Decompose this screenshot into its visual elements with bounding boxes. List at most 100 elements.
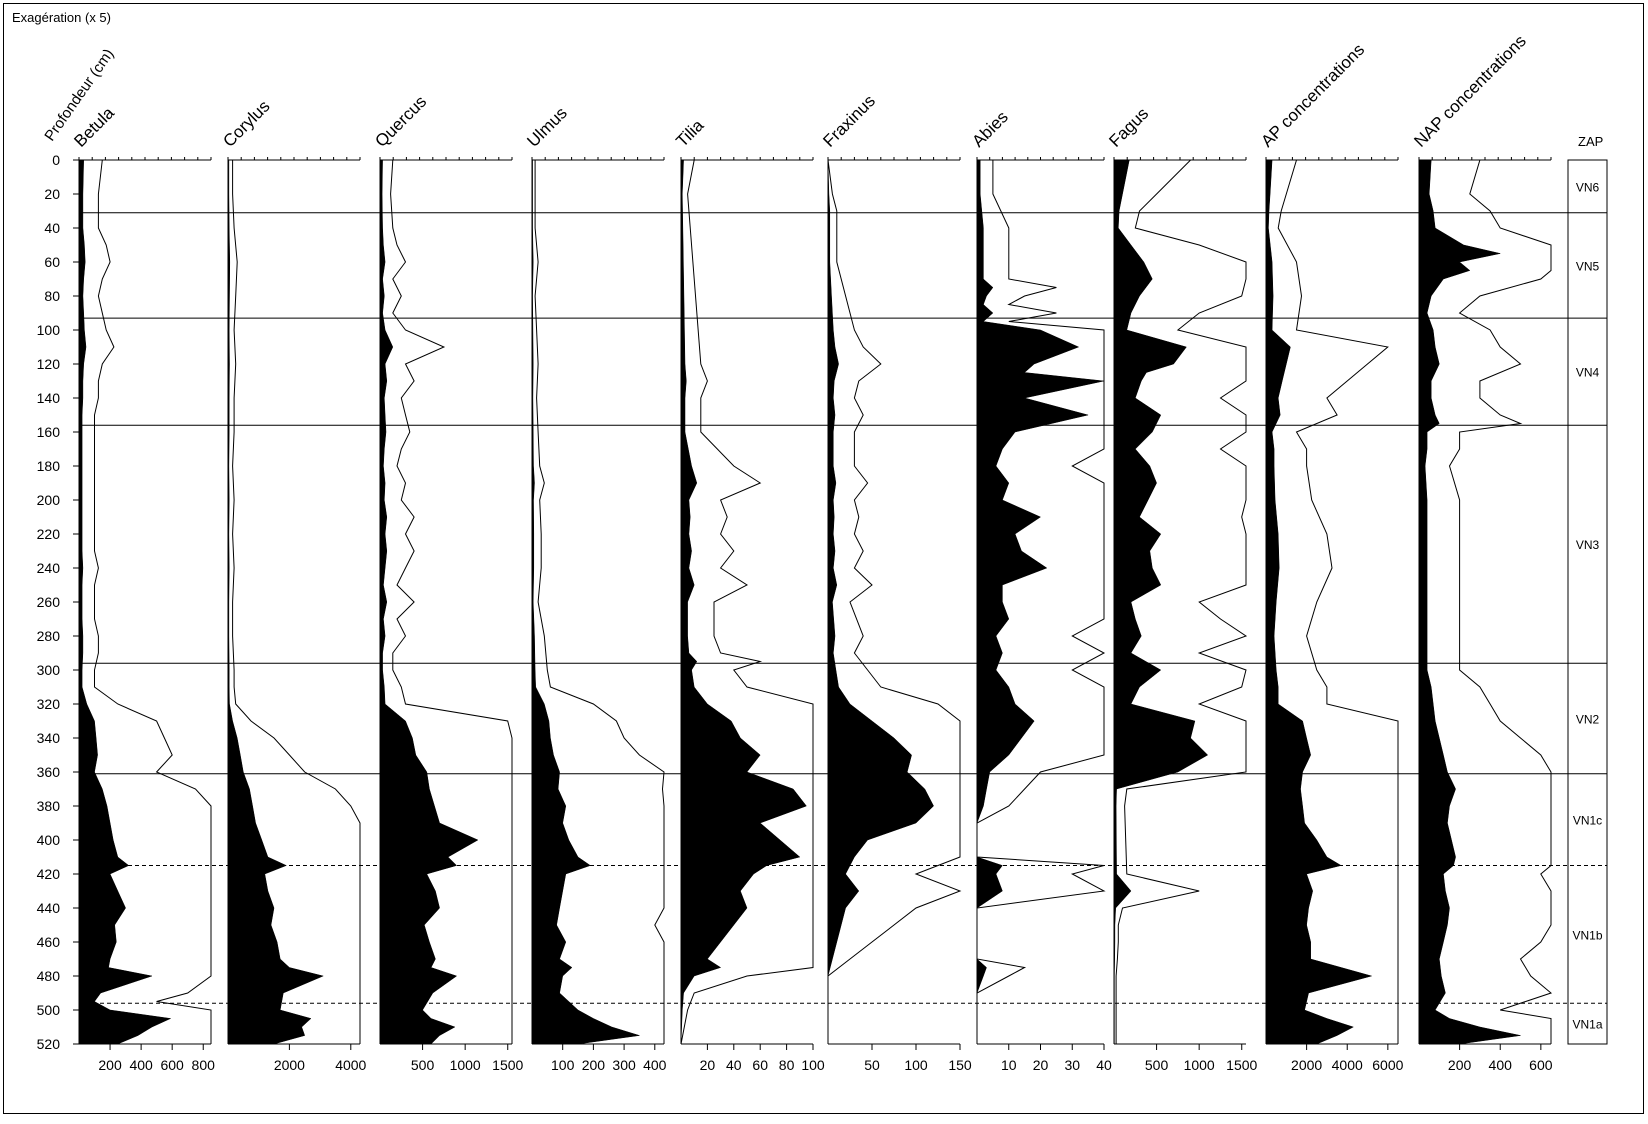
- x-tick-label: 60: [752, 1057, 768, 1073]
- abundance-fill: [227, 159, 324, 1045]
- exaggeration-curve: [1277, 159, 1399, 1044]
- depth-tick-label: 220: [37, 526, 61, 542]
- depth-tick-label: 160: [37, 424, 61, 440]
- depth-tick-label: 140: [37, 390, 61, 406]
- x-tick-label: 20: [700, 1057, 716, 1073]
- depth-tick-label: 400: [37, 832, 61, 848]
- exaggeration-note: Exagération (x 5): [12, 10, 111, 25]
- panel-quercus: 500 1000 1500 Quercus: [371, 92, 523, 1073]
- x-tick-label: 40: [1096, 1057, 1112, 1073]
- depth-tick-label: 80: [44, 288, 60, 304]
- abundance-fill: [1265, 159, 1373, 1045]
- x-tick-label: 10: [1001, 1057, 1017, 1073]
- zone-label: VN5: [1576, 259, 1600, 273]
- zone-label: VN2: [1576, 712, 1600, 726]
- x-tick-label: 800: [192, 1057, 216, 1073]
- x-tick-label: 600: [160, 1057, 184, 1073]
- depth-tick-label: 420: [37, 866, 61, 882]
- zones-header: ZAP: [1578, 134, 1603, 149]
- x-tick-label: 6000: [1372, 1057, 1403, 1073]
- exaggeration-curve: [680, 159, 814, 1045]
- x-tick-label: 30: [1064, 1057, 1080, 1073]
- depth-tick-label: 120: [37, 356, 61, 372]
- x-tick-label: 40: [726, 1057, 742, 1073]
- depth-tick-label: 340: [37, 730, 61, 746]
- abundance-fill: [680, 159, 807, 1045]
- depth-tick-label: 60: [44, 254, 60, 270]
- zone-label: VN4: [1576, 366, 1600, 380]
- x-tick-label: 100: [801, 1057, 825, 1073]
- panel-nap-concentrations: 200 400 600 NAP concentrations: [1410, 31, 1552, 1073]
- abundance-fill: [78, 159, 172, 1045]
- taxon-label: Fraxinus: [819, 91, 879, 151]
- depth-tick-label: 500: [37, 1002, 61, 1018]
- depth-tick-label: 440: [37, 900, 61, 916]
- x-tick-label: 2000: [1291, 1057, 1322, 1073]
- zone-label: VN3: [1576, 538, 1600, 552]
- exaggeration-curve: [976, 160, 1106, 1044]
- x-tick-label: 150: [948, 1057, 972, 1073]
- x-tick-label: 50: [864, 1057, 880, 1073]
- exaggeration-curve: [827, 159, 962, 1044]
- abundance-fill: [379, 159, 479, 1045]
- x-tick-label: 600: [1529, 1057, 1553, 1073]
- zone-label: VN6: [1576, 180, 1600, 194]
- outer-border: [3, 3, 1644, 1114]
- exaggeration-curve: [1115, 159, 1248, 1044]
- x-tick-label: 1500: [492, 1057, 523, 1073]
- x-tick-label: 200: [1448, 1057, 1472, 1073]
- x-tick-label: 200: [98, 1057, 122, 1073]
- abundance-fill: [1418, 159, 1521, 1045]
- depth-tick-label: 320: [37, 696, 61, 712]
- depth-tick-label: 0: [52, 152, 60, 168]
- panel-tilia: 20 40 60 80 100 Tilia: [672, 115, 824, 1073]
- x-tick-label: 80: [779, 1057, 795, 1073]
- exaggeration-curve: [534, 160, 665, 1044]
- x-tick-label: 400: [1489, 1057, 1513, 1073]
- zone-label: VN1c: [1573, 814, 1602, 828]
- depth-tick-label: 180: [37, 458, 61, 474]
- taxon-label: NAP concentrations: [1410, 31, 1529, 150]
- x-tick-label: 20: [1033, 1057, 1049, 1073]
- exaggeration-curve: [1448, 159, 1553, 1044]
- depth-tick-label: 20: [44, 186, 60, 202]
- exaggeration-curve: [390, 159, 513, 1044]
- zone-column: VN6 VN5 VN4 VN3 VN2 VN1c VN1b VN1a: [1567, 159, 1608, 1045]
- exaggeration-curve: [232, 160, 361, 1044]
- depth-tick-label: 520: [37, 1036, 61, 1052]
- x-tick-label: 100: [551, 1057, 575, 1073]
- taxon-label: Corylus: [219, 97, 273, 151]
- x-tick-label: 4000: [1332, 1057, 1363, 1073]
- depth-axis: 0 20 40 60 80 100 120 140 160 180 200 220 240 260 280 3…: [37, 152, 80, 1052]
- abundance-fill: [827, 159, 934, 1044]
- taxon-label: Ulmus: [523, 103, 570, 150]
- taxon-label: Quercus: [371, 92, 430, 151]
- taxon-label: Abies: [968, 107, 1012, 151]
- depth-tick-label: 280: [37, 628, 61, 644]
- x-tick-label: 500: [1145, 1057, 1169, 1073]
- x-tick-label: 200: [582, 1057, 606, 1073]
- abundance-fill: [531, 159, 640, 1045]
- depth-tick-label: 40: [44, 220, 60, 236]
- panel-abies: 10 20 30 40 Abies: [968, 107, 1112, 1073]
- taxon-label: Fagus: [1105, 104, 1152, 151]
- x-tick-label: 2000: [274, 1057, 305, 1073]
- abundance-fill: [976, 159, 1105, 1044]
- x-tick-label: 1500: [1226, 1057, 1257, 1073]
- x-tick-label: 1000: [1184, 1057, 1215, 1073]
- depth-tick-label: 100: [37, 322, 61, 338]
- x-tick-label: 500: [411, 1057, 435, 1073]
- abundance-fill: [1113, 159, 1209, 1045]
- x-tick-label: 400: [129, 1057, 153, 1073]
- zone-label: VN1a: [1572, 1018, 1602, 1032]
- panel-fraxinus: 50 100 150 Fraxinus: [819, 91, 971, 1073]
- depth-tick-label: 480: [37, 968, 61, 984]
- depth-tick-label: 240: [37, 560, 61, 576]
- panel-ulmus: 100 200 300 400 Ulmus: [523, 103, 666, 1073]
- panel-ap-concentrations: 2000 4000 6000 AP concentrations: [1257, 40, 1403, 1073]
- zone-label: VN1b: [1572, 928, 1602, 942]
- depth-tick-label: 380: [37, 798, 61, 814]
